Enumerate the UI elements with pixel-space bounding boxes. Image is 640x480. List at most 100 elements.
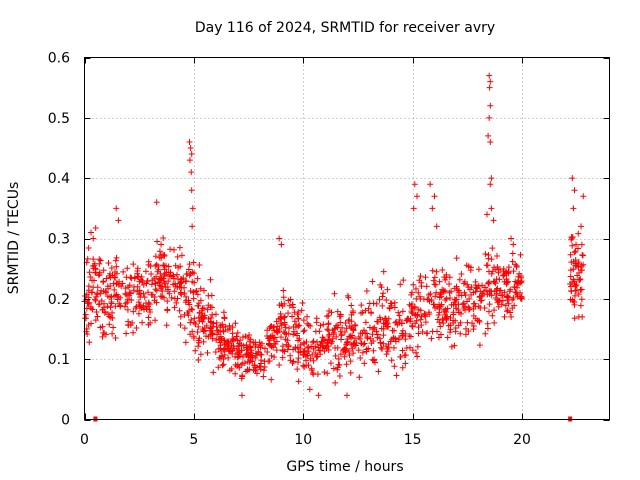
- data-point: [356, 374, 363, 381]
- data-point: [332, 325, 339, 332]
- data-point: [487, 181, 494, 188]
- data-points: [81, 72, 587, 422]
- data-point: [304, 344, 311, 351]
- data-point: [347, 369, 354, 376]
- data-point: [386, 305, 393, 312]
- data-point: [237, 337, 244, 344]
- data-point: [429, 205, 436, 212]
- data-point: [332, 379, 339, 386]
- data-point: [298, 307, 305, 314]
- data-point: [229, 330, 236, 337]
- data-point: [464, 298, 471, 305]
- x-tick-label: 5: [189, 432, 198, 448]
- data-point: [471, 300, 478, 307]
- data-point: [84, 330, 91, 337]
- data-point: [414, 343, 421, 350]
- data-point: [575, 291, 582, 298]
- data-point: [361, 340, 368, 347]
- data-point: [444, 334, 451, 341]
- data-point: [455, 292, 462, 299]
- data-point: [266, 325, 273, 332]
- data-point: [485, 255, 492, 262]
- data-point: [87, 274, 94, 281]
- x-tick-label: 15: [404, 432, 422, 448]
- data-point: [429, 328, 436, 335]
- data-point: [189, 205, 196, 212]
- data-point: [486, 301, 493, 308]
- data-point: [270, 344, 277, 351]
- data-point: [280, 287, 287, 294]
- data-point: [88, 289, 95, 296]
- data-point: [568, 234, 575, 241]
- data-point: [165, 278, 172, 285]
- data-point: [304, 313, 311, 320]
- data-point: [220, 309, 227, 316]
- data-point: [509, 258, 516, 265]
- data-point: [189, 306, 196, 313]
- data-point: [152, 280, 159, 287]
- data-point: [493, 286, 500, 293]
- data-point: [414, 312, 421, 319]
- data-point: [399, 308, 406, 315]
- data-point: [221, 346, 228, 353]
- data-point: [576, 269, 583, 276]
- data-point: [398, 320, 405, 327]
- data-point: [206, 327, 213, 334]
- data-point: [182, 278, 189, 285]
- data-point: [571, 249, 578, 256]
- data-point: [324, 313, 331, 320]
- data-point: [486, 84, 493, 91]
- data-point: [387, 300, 394, 307]
- data-point: [431, 274, 438, 281]
- data-point: [300, 362, 307, 369]
- data-point: [373, 300, 380, 307]
- data-point: [490, 278, 497, 285]
- data-point: [360, 341, 367, 348]
- data-point: [345, 294, 352, 301]
- data-point: [170, 281, 177, 288]
- data-point: [572, 248, 579, 255]
- data-point: [142, 268, 149, 275]
- data-point: [301, 348, 308, 355]
- data-point: [512, 289, 519, 296]
- data-point: [452, 297, 459, 304]
- data-point: [577, 302, 584, 309]
- data-point: [357, 355, 364, 362]
- data-point: [86, 269, 93, 276]
- data-point: [281, 321, 288, 328]
- data-point: [200, 327, 207, 334]
- data-point: [573, 241, 580, 248]
- data-point: [173, 271, 180, 278]
- data-point: [437, 323, 444, 330]
- data-point: [479, 290, 486, 297]
- data-point: [442, 311, 449, 318]
- data-point: [315, 392, 322, 399]
- data-point: [510, 268, 517, 275]
- data-point: [300, 328, 307, 335]
- data-point: [578, 296, 585, 303]
- data-point: [170, 246, 177, 253]
- data-point: [212, 349, 219, 356]
- data-point: [494, 285, 501, 292]
- y-tick-label: 0.6: [48, 51, 70, 67]
- data-point: [334, 366, 341, 373]
- data-point: [113, 280, 120, 287]
- data-point: [443, 295, 450, 302]
- data-point: [92, 224, 99, 231]
- data-point: [473, 285, 480, 292]
- data-point: [252, 339, 259, 346]
- data-point: [482, 251, 489, 258]
- data-point: [578, 241, 585, 248]
- data-point: [578, 262, 585, 269]
- data-point: [446, 274, 453, 281]
- data-point: [462, 306, 469, 313]
- data-point: [567, 251, 574, 258]
- data-point: [419, 328, 426, 335]
- data-point: [341, 353, 348, 360]
- data-point: [188, 316, 195, 323]
- data-point: [295, 315, 302, 322]
- data-point: [84, 300, 91, 307]
- data-point: [190, 270, 197, 277]
- data-point: [278, 300, 285, 307]
- data-point: [156, 276, 163, 283]
